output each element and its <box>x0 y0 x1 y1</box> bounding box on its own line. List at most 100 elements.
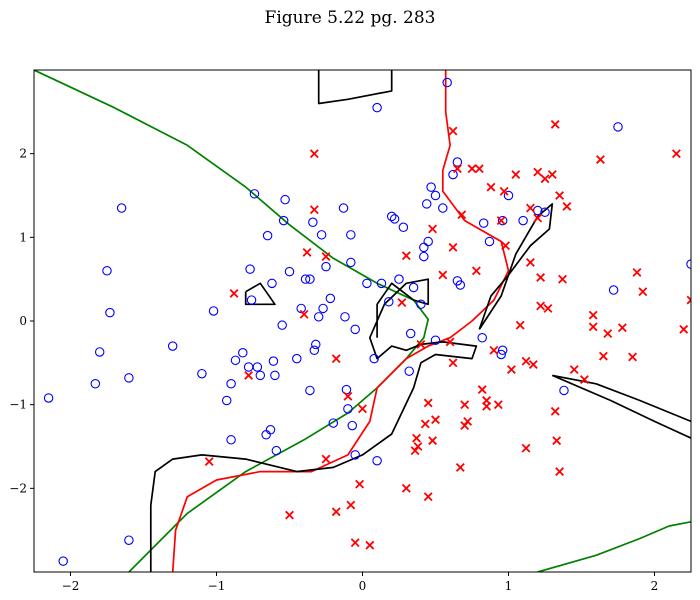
circle-point <box>270 370 280 381</box>
circle-point <box>372 102 382 113</box>
x-point <box>448 126 458 136</box>
x-point <box>632 268 642 277</box>
circle-point <box>268 356 279 366</box>
y-tick-label: 2 <box>19 147 27 161</box>
x-point <box>486 182 496 192</box>
circle-point <box>230 355 241 366</box>
circle-point <box>267 278 277 289</box>
x-point <box>346 500 356 510</box>
x-point <box>420 419 430 429</box>
x-point <box>533 213 543 223</box>
x-point <box>460 400 470 410</box>
circle-point <box>226 378 236 389</box>
circle-point <box>124 535 134 545</box>
circle-point <box>540 207 550 217</box>
circle-point <box>430 190 441 201</box>
boundary-curve <box>552 374 691 423</box>
x-point <box>331 354 341 364</box>
x-point <box>457 210 467 220</box>
circle-point <box>311 339 321 350</box>
x-point <box>413 442 423 451</box>
x-point <box>588 322 598 332</box>
circle-point <box>313 312 324 322</box>
circle-point <box>369 353 379 364</box>
x-tick-label: −1 <box>208 579 226 593</box>
circle-point <box>197 368 207 379</box>
x-point <box>550 119 560 129</box>
x-point <box>511 170 521 180</box>
x-point <box>482 401 492 411</box>
x-tick-label: −2 <box>62 579 80 593</box>
x-point <box>423 398 433 408</box>
x-point <box>533 167 543 177</box>
x-point <box>302 247 312 257</box>
circle-point <box>452 157 463 167</box>
x-tick-label: 2 <box>651 579 659 593</box>
circle-point <box>394 274 404 284</box>
circle-point <box>252 362 263 372</box>
circle-point <box>347 420 358 431</box>
circle-point <box>559 385 569 396</box>
circle-point <box>372 455 382 466</box>
boundary-curve <box>149 278 478 572</box>
circle-point <box>280 194 290 205</box>
circle-point <box>346 257 356 268</box>
circle-point <box>305 385 315 396</box>
circle-point <box>340 312 350 322</box>
x-point <box>536 301 546 311</box>
circle-point <box>613 122 623 132</box>
x-point <box>467 164 477 174</box>
circle-point <box>90 378 101 389</box>
y-tick-label: 1 <box>19 230 27 244</box>
x-point <box>540 174 550 184</box>
y-axis: −2 −1 0 1 2 <box>9 147 34 495</box>
x-point <box>309 205 319 215</box>
x-point <box>499 186 509 196</box>
circle-point <box>362 278 372 289</box>
x-point <box>285 510 294 520</box>
x-point <box>547 170 557 180</box>
circle-point <box>94 347 105 357</box>
x-point <box>355 479 365 489</box>
circle-point <box>419 251 429 262</box>
circle-point <box>243 362 254 372</box>
x-point <box>331 507 341 517</box>
circle-point <box>238 348 248 358</box>
x-point <box>455 462 465 472</box>
x-point <box>350 538 360 548</box>
x-tick-label: 0 <box>359 579 367 593</box>
circle-point <box>497 345 508 356</box>
circle-point <box>484 236 495 247</box>
x-point <box>438 270 448 280</box>
circle-point <box>376 278 387 289</box>
circle-point <box>398 222 409 233</box>
x-point <box>671 149 681 159</box>
circle-point <box>438 203 448 213</box>
circle-point <box>477 332 487 343</box>
circle-point <box>262 230 273 241</box>
x-point <box>401 483 411 493</box>
x-point <box>448 242 458 252</box>
circle-point <box>389 214 400 224</box>
x-point <box>501 241 511 251</box>
x-point <box>397 298 407 308</box>
x-point <box>569 365 579 374</box>
data-points <box>43 77 691 566</box>
x-point <box>412 433 421 443</box>
circle-point <box>419 242 429 253</box>
x-point <box>596 155 605 164</box>
x-point <box>321 454 331 464</box>
x-point <box>493 400 503 410</box>
x-point <box>617 323 627 333</box>
circle-point <box>284 266 295 277</box>
boundary-curve <box>171 70 510 572</box>
circle-point <box>328 418 339 428</box>
circle-point <box>167 341 178 351</box>
x-point <box>471 266 481 276</box>
circle-point <box>292 353 302 364</box>
x-point <box>686 295 691 305</box>
circle-point <box>43 393 54 403</box>
plot-frame <box>33 69 692 573</box>
x-point <box>365 540 375 550</box>
